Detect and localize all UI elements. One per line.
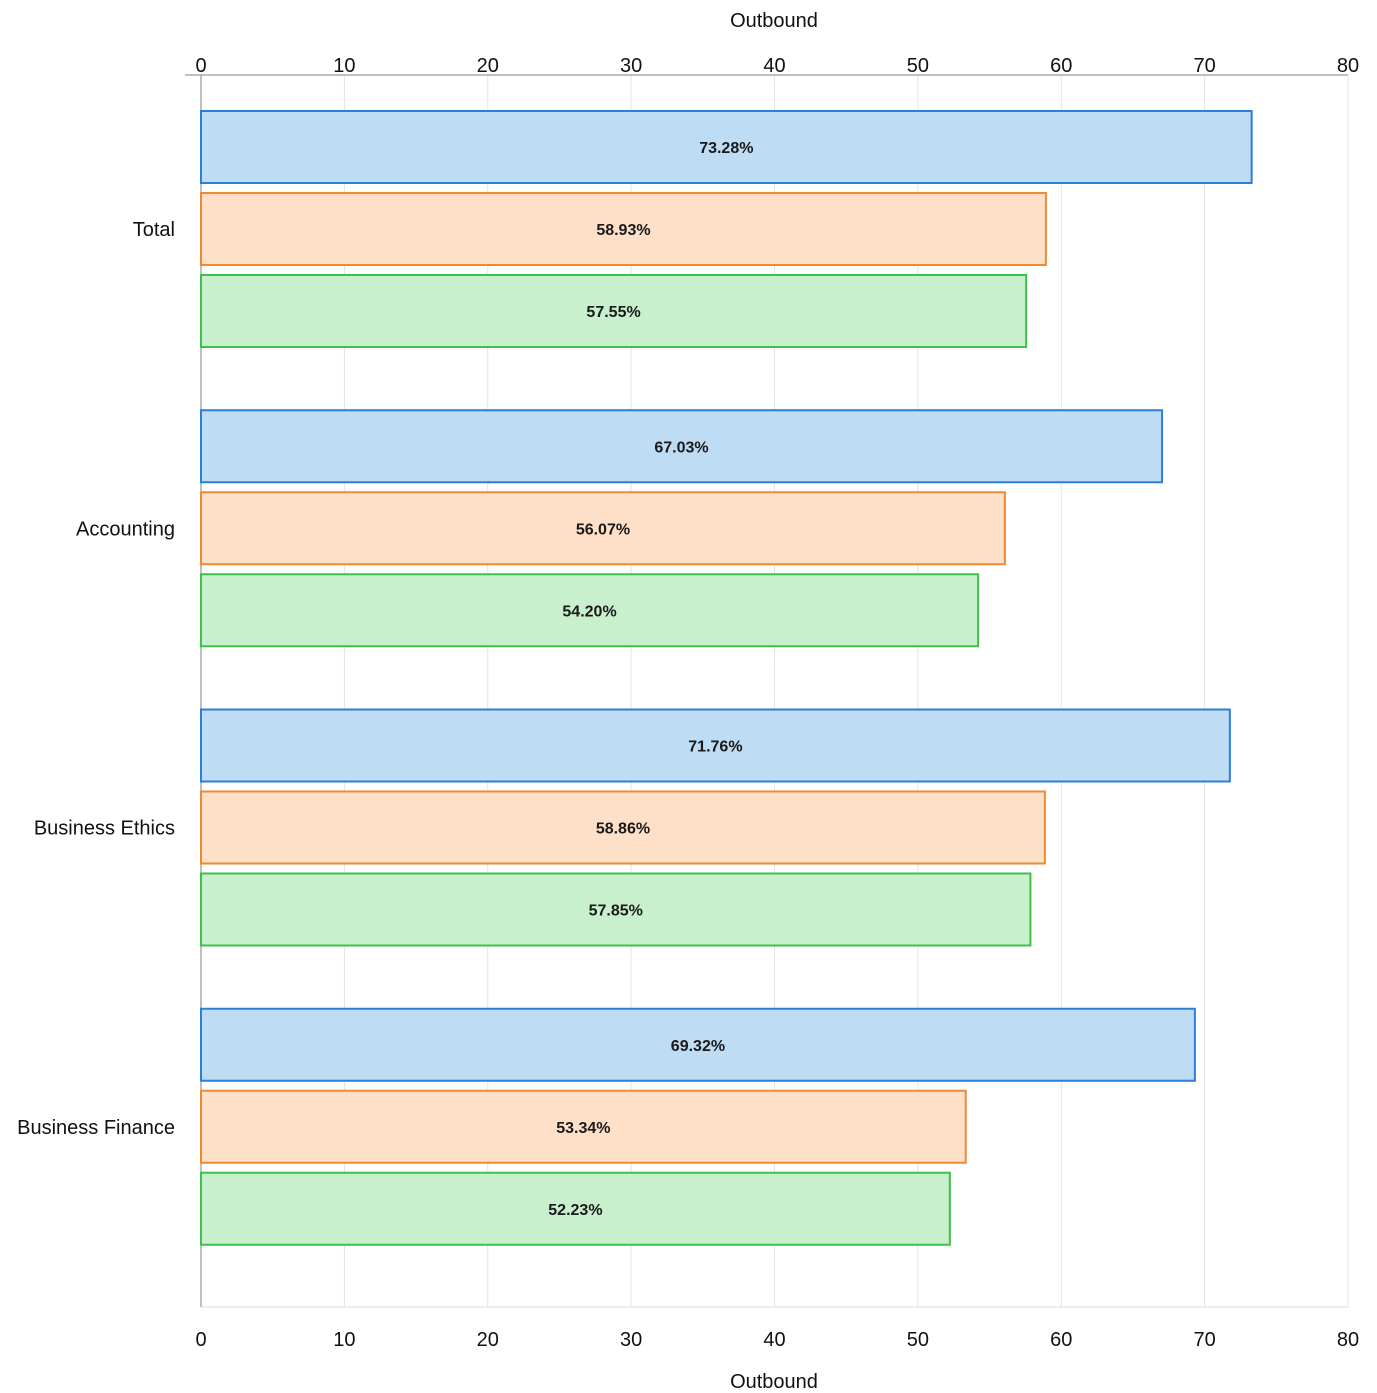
bar-value-label: 69.32%: [671, 1038, 725, 1055]
x-axis-title-bottom: Outbound: [730, 1371, 818, 1393]
bar-value-label: 58.86%: [596, 821, 650, 838]
x-tick-label-top: 40: [763, 55, 785, 77]
x-tick-label-bottom: 30: [620, 1329, 642, 1351]
bar-value-label: 54.20%: [562, 603, 616, 620]
x-tick-label-top: 10: [333, 55, 355, 77]
bar-value-label: 67.03%: [654, 439, 708, 456]
x-tick-label-bottom: 50: [907, 1329, 929, 1351]
bar: [200, 491, 1006, 566]
x-tick-label-top: 30: [620, 55, 642, 77]
category-label: Business Finance: [17, 1117, 175, 1139]
x-tick-label-bottom: 20: [477, 1329, 499, 1351]
bar-value-label: 58.93%: [596, 222, 650, 239]
bar: [200, 274, 1028, 348]
x-tick-label-bottom: 60: [1050, 1329, 1072, 1351]
category-label: Business Ethics: [34, 818, 175, 840]
category-label: Total: [133, 219, 175, 241]
bar-value-label: 71.76%: [688, 739, 742, 756]
x-tick-label-bottom: 80: [1337, 1329, 1359, 1351]
bar-value-label: 56.07%: [576, 521, 630, 538]
x-tick-label-bottom: 40: [763, 1329, 785, 1351]
x-tick-label-top: 50: [907, 55, 929, 77]
x-tick-label-bottom: 0: [195, 1329, 206, 1351]
labels: 0 0 10 10 20 20 30 30 40 40 50 50 60 60 70 70 80 80 Total 7…: [17, 55, 1359, 1351]
bar: [200, 110, 1253, 184]
x-tick-label-top: 70: [1194, 55, 1216, 77]
x-tick-label-top: 20: [477, 55, 499, 77]
bar: [200, 573, 980, 648]
x-tick-label-bottom: 70: [1194, 1329, 1216, 1351]
bars: [200, 110, 1253, 1246]
bar: [200, 790, 1046, 865]
bar: [200, 1007, 1196, 1082]
bar: [200, 409, 1164, 484]
bar: [200, 872, 1032, 947]
bar-value-label: 73.28%: [699, 140, 753, 157]
x-tick-label-top: 0: [195, 55, 206, 77]
bar: [200, 708, 1231, 783]
bar-value-label: 57.85%: [589, 903, 643, 920]
bar-value-label: 52.23%: [548, 1202, 602, 1219]
category-label: Accounting: [76, 518, 175, 540]
x-tick-label-bottom: 10: [333, 1329, 355, 1351]
x-axis-title-top: Outbound: [730, 10, 818, 32]
x-tick-label-top: 80: [1337, 55, 1359, 77]
bar: [200, 1171, 951, 1246]
bar-value-label: 53.34%: [556, 1120, 610, 1137]
bar: [200, 1089, 967, 1164]
x-tick-label-top: 60: [1050, 55, 1072, 77]
bar-value-label: 57.55%: [586, 304, 640, 321]
bar: [200, 192, 1047, 266]
